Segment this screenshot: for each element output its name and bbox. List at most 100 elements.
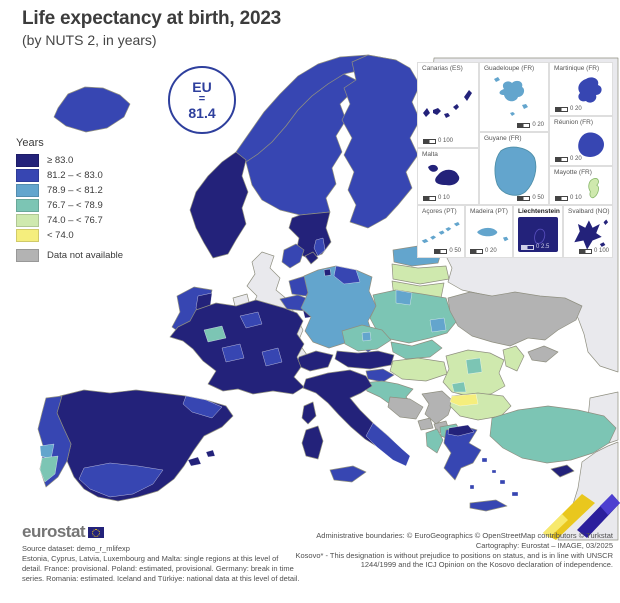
eu-badge-equals: = bbox=[198, 93, 206, 106]
inset-label: Canarias (ES) bbox=[422, 65, 463, 72]
eurostat-logo-text: eurostat bbox=[22, 522, 86, 541]
region-crete bbox=[469, 499, 508, 512]
scalebar-icon bbox=[555, 106, 568, 112]
region-sicily bbox=[329, 465, 367, 483]
region-gotland bbox=[313, 237, 326, 257]
region-montenegro bbox=[417, 417, 434, 431]
decoration-ribbon-blue-light bbox=[600, 494, 620, 515]
region-norway-south bbox=[189, 151, 249, 259]
region-greece bbox=[443, 425, 482, 481]
legend-label: 76.7 – < 78.9 bbox=[47, 199, 103, 211]
region-romania-west-patch bbox=[465, 357, 483, 375]
scalebar-icon bbox=[517, 122, 531, 128]
martinique-shape bbox=[578, 77, 602, 103]
map-legend: Years ≥ 83.0 81.2 – < 83.0 78.9 – < 81.2… bbox=[16, 137, 123, 263]
guyane-shape bbox=[494, 146, 537, 196]
title-block: Life expectancy at birth, 2023 (by NUTS … bbox=[22, 8, 281, 48]
legend-swatch-c4 bbox=[16, 198, 39, 212]
region-france-northwest-patch bbox=[203, 325, 227, 343]
scalebar-icon bbox=[470, 248, 483, 254]
region-france-east-patch bbox=[261, 347, 283, 367]
inset-cell-guadeloupe: Guadeloupe (FR) 0 20 bbox=[479, 62, 549, 132]
inset-cell-martinique: Martinique (FR) 0 20 bbox=[549, 62, 613, 116]
region-slovenia bbox=[365, 368, 395, 383]
region-france-north-patch bbox=[239, 311, 263, 329]
legend-swatch-c1 bbox=[16, 153, 39, 167]
inset-label: Malta bbox=[422, 151, 438, 158]
inset-scale: 0 20 bbox=[470, 248, 497, 254]
inset-scale: 0 20 bbox=[555, 156, 582, 162]
region-slovakia bbox=[390, 339, 443, 360]
region-greece-islands bbox=[469, 457, 519, 497]
legend-swatch-nodata bbox=[16, 248, 39, 262]
malta-islands-shape bbox=[428, 164, 460, 186]
region-crimea bbox=[527, 345, 559, 363]
inset-scale: 0 20 bbox=[555, 106, 582, 112]
source-dataset-line: Source dataset: demo_r_mlifexp bbox=[22, 544, 130, 553]
legend-title: Years bbox=[16, 137, 44, 149]
legend-label: Data not available bbox=[47, 249, 124, 261]
region-albania bbox=[425, 428, 444, 454]
reunion-shape bbox=[578, 132, 604, 157]
legend-row: < 74.0 bbox=[16, 228, 123, 242]
legend-swatch-c2 bbox=[16, 168, 39, 182]
region-alentejo bbox=[39, 455, 59, 483]
eu-badge-value: 81.4 bbox=[188, 104, 216, 121]
inset-cell-guyane: Guyane (FR) 0 50 bbox=[479, 132, 549, 205]
inset-scale: 0 100 bbox=[423, 138, 453, 144]
scalebar-icon bbox=[423, 138, 436, 144]
page-title: Life expectancy at birth, 2023 bbox=[22, 8, 282, 29]
inset-label: Réunion (FR) bbox=[554, 119, 594, 126]
legend-label: ≥ 83.0 bbox=[47, 154, 74, 166]
region-bosnia bbox=[387, 396, 424, 420]
country-notes: Estonia, Cyprus, Latvia, Luxembourg and … bbox=[22, 554, 300, 583]
madeira-shape bbox=[477, 227, 509, 242]
scalebar-icon bbox=[578, 248, 592, 254]
region-moldova bbox=[502, 345, 525, 372]
region-hamburg bbox=[323, 268, 332, 277]
region-germany-north-patch bbox=[333, 265, 361, 285]
scalebar-icon bbox=[423, 195, 436, 201]
mayotte-shape bbox=[588, 178, 599, 199]
admin-boundaries-line: Administrative boundaries: © EuroGeograp… bbox=[316, 531, 613, 540]
legend-label: 74.0 – < 76.7 bbox=[47, 214, 103, 226]
legend-row: 76.7 – < 78.9 bbox=[16, 198, 123, 212]
inset-label: Svalbard (NO) bbox=[568, 208, 610, 215]
inset-label: Liechtenstein bbox=[518, 208, 560, 215]
inset-label: Guadeloupe (FR) bbox=[484, 65, 535, 72]
legend-label: 81.2 – < 83.0 bbox=[47, 169, 103, 181]
legend-row: 74.0 – < 76.7 bbox=[16, 213, 123, 227]
liechtenstein-shape bbox=[534, 228, 546, 244]
region-romania-south-patch bbox=[451, 381, 467, 393]
eu-flag-icon bbox=[88, 526, 105, 538]
acores-islands-shape bbox=[421, 222, 460, 244]
inset-label: Madeira (PT) bbox=[470, 208, 508, 215]
region-cyprus bbox=[550, 464, 575, 478]
region-denmark bbox=[281, 243, 305, 269]
legend-swatch-c5 bbox=[16, 213, 39, 227]
region-andalusia bbox=[78, 462, 164, 498]
region-corsica bbox=[301, 401, 317, 425]
inset-label: Mayotte (FR) bbox=[554, 169, 592, 176]
inset-cell-liechtenstein: Liechtenstein 0 2.5 bbox=[513, 205, 563, 258]
region-poland-nw-patch bbox=[395, 289, 413, 306]
legend-row: 78.9 – < 81.2 bbox=[16, 183, 123, 197]
inset-cell-acores: Açores (PT) 0 50 bbox=[417, 205, 465, 258]
region-hungary bbox=[389, 357, 448, 382]
region-serbia bbox=[421, 390, 454, 425]
region-greece-north bbox=[447, 424, 475, 437]
inset-scale: 0 20 bbox=[517, 122, 544, 128]
legend-label: 78.9 – < 81.2 bbox=[47, 184, 103, 196]
legend-row: ≥ 83.0 bbox=[16, 153, 123, 167]
inset-cell-canarias: Canarias (ES) 0 100 bbox=[417, 62, 479, 148]
kosovo-note: Kosovo* - This designation is without pr… bbox=[295, 550, 613, 570]
cartography-line: Cartography: Eurostat – IMAGE, 03/2025 bbox=[475, 540, 613, 550]
scalebar-icon bbox=[555, 195, 568, 201]
inset-cell-mayotte: Mayotte (FR) 0 10 bbox=[549, 166, 613, 205]
inset-scale: 0 2.5 bbox=[521, 244, 549, 250]
region-iceland bbox=[53, 86, 131, 133]
eu-average-badge: EU = 81.4 bbox=[168, 66, 236, 134]
inset-scale: 0 50 bbox=[434, 248, 461, 254]
